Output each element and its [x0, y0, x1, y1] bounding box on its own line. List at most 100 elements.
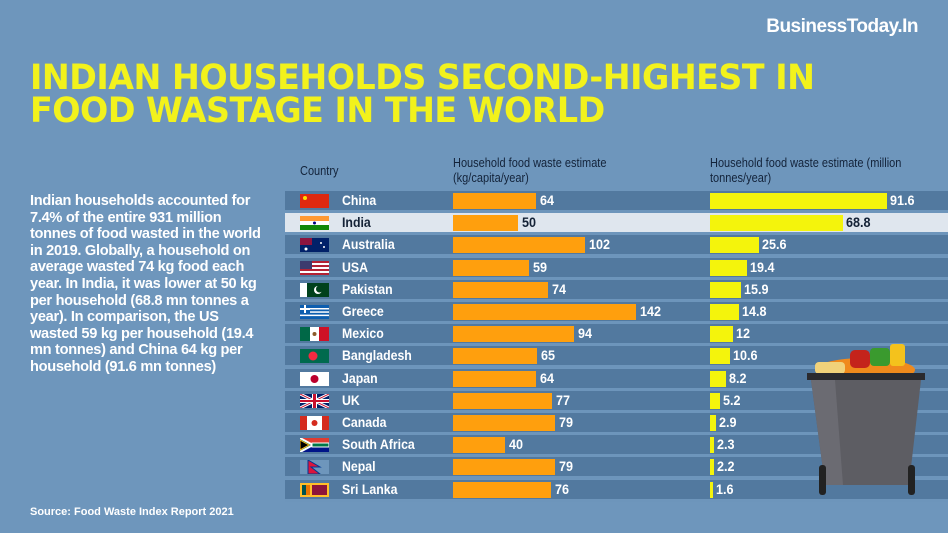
- per-capita-value: 50: [521, 214, 536, 231]
- per-capita-value: 40: [508, 436, 523, 453]
- per-capita-bar: [453, 392, 553, 409]
- per-capita-bar: [453, 348, 537, 365]
- per-capita-bar: [453, 437, 505, 454]
- table-row: Bangladesh 65 10.6: [285, 346, 948, 369]
- total-bar: [710, 437, 715, 454]
- total-bar: [710, 370, 726, 387]
- title-line-2: FOOD WASTAGE IN THE WORLD: [30, 91, 605, 131]
- bangladesh-flag-icon: [300, 349, 329, 364]
- table-row: UK 77 5.2: [285, 390, 948, 413]
- per-capita-value: 59: [533, 258, 548, 275]
- total-bar: [710, 326, 734, 343]
- country-name: Canada: [342, 414, 387, 430]
- total-bar: [710, 392, 721, 409]
- table-row: South Africa 40 2.3: [285, 435, 948, 458]
- south-africa-flag-icon: [300, 438, 329, 453]
- per-capita-value: 94: [578, 325, 593, 342]
- country-name: Bangladesh: [342, 347, 412, 364]
- table-row: Japan 64 8.2: [285, 368, 948, 391]
- total-value: 2.2: [717, 458, 735, 475]
- per-capita-bar: [453, 415, 555, 431]
- country-name: UK: [342, 391, 360, 408]
- table-row: India 50 68.8: [285, 213, 948, 236]
- per-capita-bar: [453, 281, 549, 298]
- total-value: 5.2: [723, 391, 741, 408]
- per-capita-bar: [453, 215, 518, 232]
- per-capita-value: 79: [558, 414, 573, 430]
- per-capita-bar: [453, 259, 530, 276]
- table-row: Canada 79 2.9: [285, 413, 948, 435]
- country-name: China: [342, 192, 377, 208]
- total-value: 15.9: [743, 280, 769, 297]
- nepal-flag-icon: [300, 460, 329, 475]
- total-bar: [710, 459, 715, 476]
- total-bar: [710, 281, 741, 298]
- per-capita-value: 79: [558, 458, 573, 475]
- total-bar: [710, 237, 760, 254]
- per-capita-value: 64: [539, 369, 554, 386]
- per-capita-bar: [453, 193, 536, 209]
- per-capita-value: 64: [539, 192, 554, 208]
- per-capita-bar: [453, 481, 552, 498]
- total-value: 10.6: [733, 347, 758, 364]
- total-value: 1.6: [716, 480, 734, 497]
- total-value: 25.6: [762, 236, 787, 253]
- total-bar: [710, 259, 748, 276]
- table-row: Pakistan 74 15.9: [285, 279, 948, 302]
- total-bar: [710, 304, 739, 320]
- country-name: Pakistan: [342, 280, 393, 297]
- country-name: South Africa: [342, 436, 415, 453]
- pakistan-flag-icon: [300, 282, 329, 297]
- country-name: India: [342, 214, 371, 231]
- china-flag-icon: [300, 194, 329, 208]
- table-row: Australia 102 25.6: [285, 235, 948, 258]
- total-value: 12: [736, 325, 751, 342]
- per-capita-bar: [453, 326, 575, 343]
- uk-flag-icon: [300, 393, 329, 408]
- canada-flag-icon: [300, 416, 329, 430]
- country-name: Sri Lanka: [342, 480, 398, 497]
- per-capita-bar: [453, 459, 555, 476]
- country-name: Greece: [342, 303, 384, 319]
- table-row: Nepal 79 2.2: [285, 457, 948, 480]
- total-bar: [710, 481, 714, 498]
- per-capita-value: 102: [588, 236, 610, 253]
- country-name: USA: [342, 258, 369, 275]
- greece-flag-icon: [300, 305, 329, 319]
- title-line-1: INDIAN HOUSEHOLDS SECOND-HIGHEST IN: [30, 58, 815, 98]
- table-row: China 64 91.6: [285, 191, 948, 213]
- summary-text: Indian households accounted for 7.4% of …: [30, 193, 261, 375]
- total-value: 8.2: [728, 369, 747, 386]
- total-bar: [710, 348, 731, 365]
- total-value: 91.6: [889, 192, 915, 208]
- australia-flag-icon: [300, 238, 329, 253]
- per-capita-bar: [453, 304, 637, 320]
- total-bar: [710, 215, 843, 232]
- table-row: Sri Lanka 76 1.6: [285, 479, 948, 502]
- total-bar: [710, 415, 716, 431]
- per-capita-value: 77: [556, 391, 571, 408]
- india-flag-icon: [300, 216, 329, 231]
- table-row: Greece 142 14.8: [285, 302, 948, 324]
- page-title: INDIAN HOUSEHOLDS SECOND-HIGHEST IN FOOD…: [30, 58, 815, 131]
- usa-flag-icon: [300, 260, 329, 275]
- total-value: 68.8: [845, 214, 871, 231]
- total-bar: [710, 193, 887, 209]
- per-capita-value: 142: [640, 303, 662, 319]
- per-capita-bar: [453, 370, 536, 387]
- country-name: Nepal: [342, 458, 376, 475]
- country-name: Japan: [342, 369, 378, 386]
- per-capita-bar: [453, 237, 585, 254]
- total-header: Household food waste estimate (million t…: [710, 156, 902, 185]
- japan-flag-icon: [300, 371, 329, 386]
- country-name: Australia: [342, 236, 395, 253]
- business-today-logo: BusinessToday.In: [766, 16, 918, 37]
- per-capita-value: 65: [540, 347, 555, 364]
- sri-lanka-flag-icon: [300, 482, 329, 497]
- per-capita-header: Household food waste estimate (kg/capita…: [453, 156, 607, 185]
- mexico-flag-icon: [300, 327, 329, 342]
- country-name: Mexico: [342, 325, 384, 342]
- total-value: 2.3: [717, 436, 735, 453]
- per-capita-value: 76: [555, 480, 570, 497]
- source-note: Source: Food Waste Index Report 2021: [30, 506, 234, 518]
